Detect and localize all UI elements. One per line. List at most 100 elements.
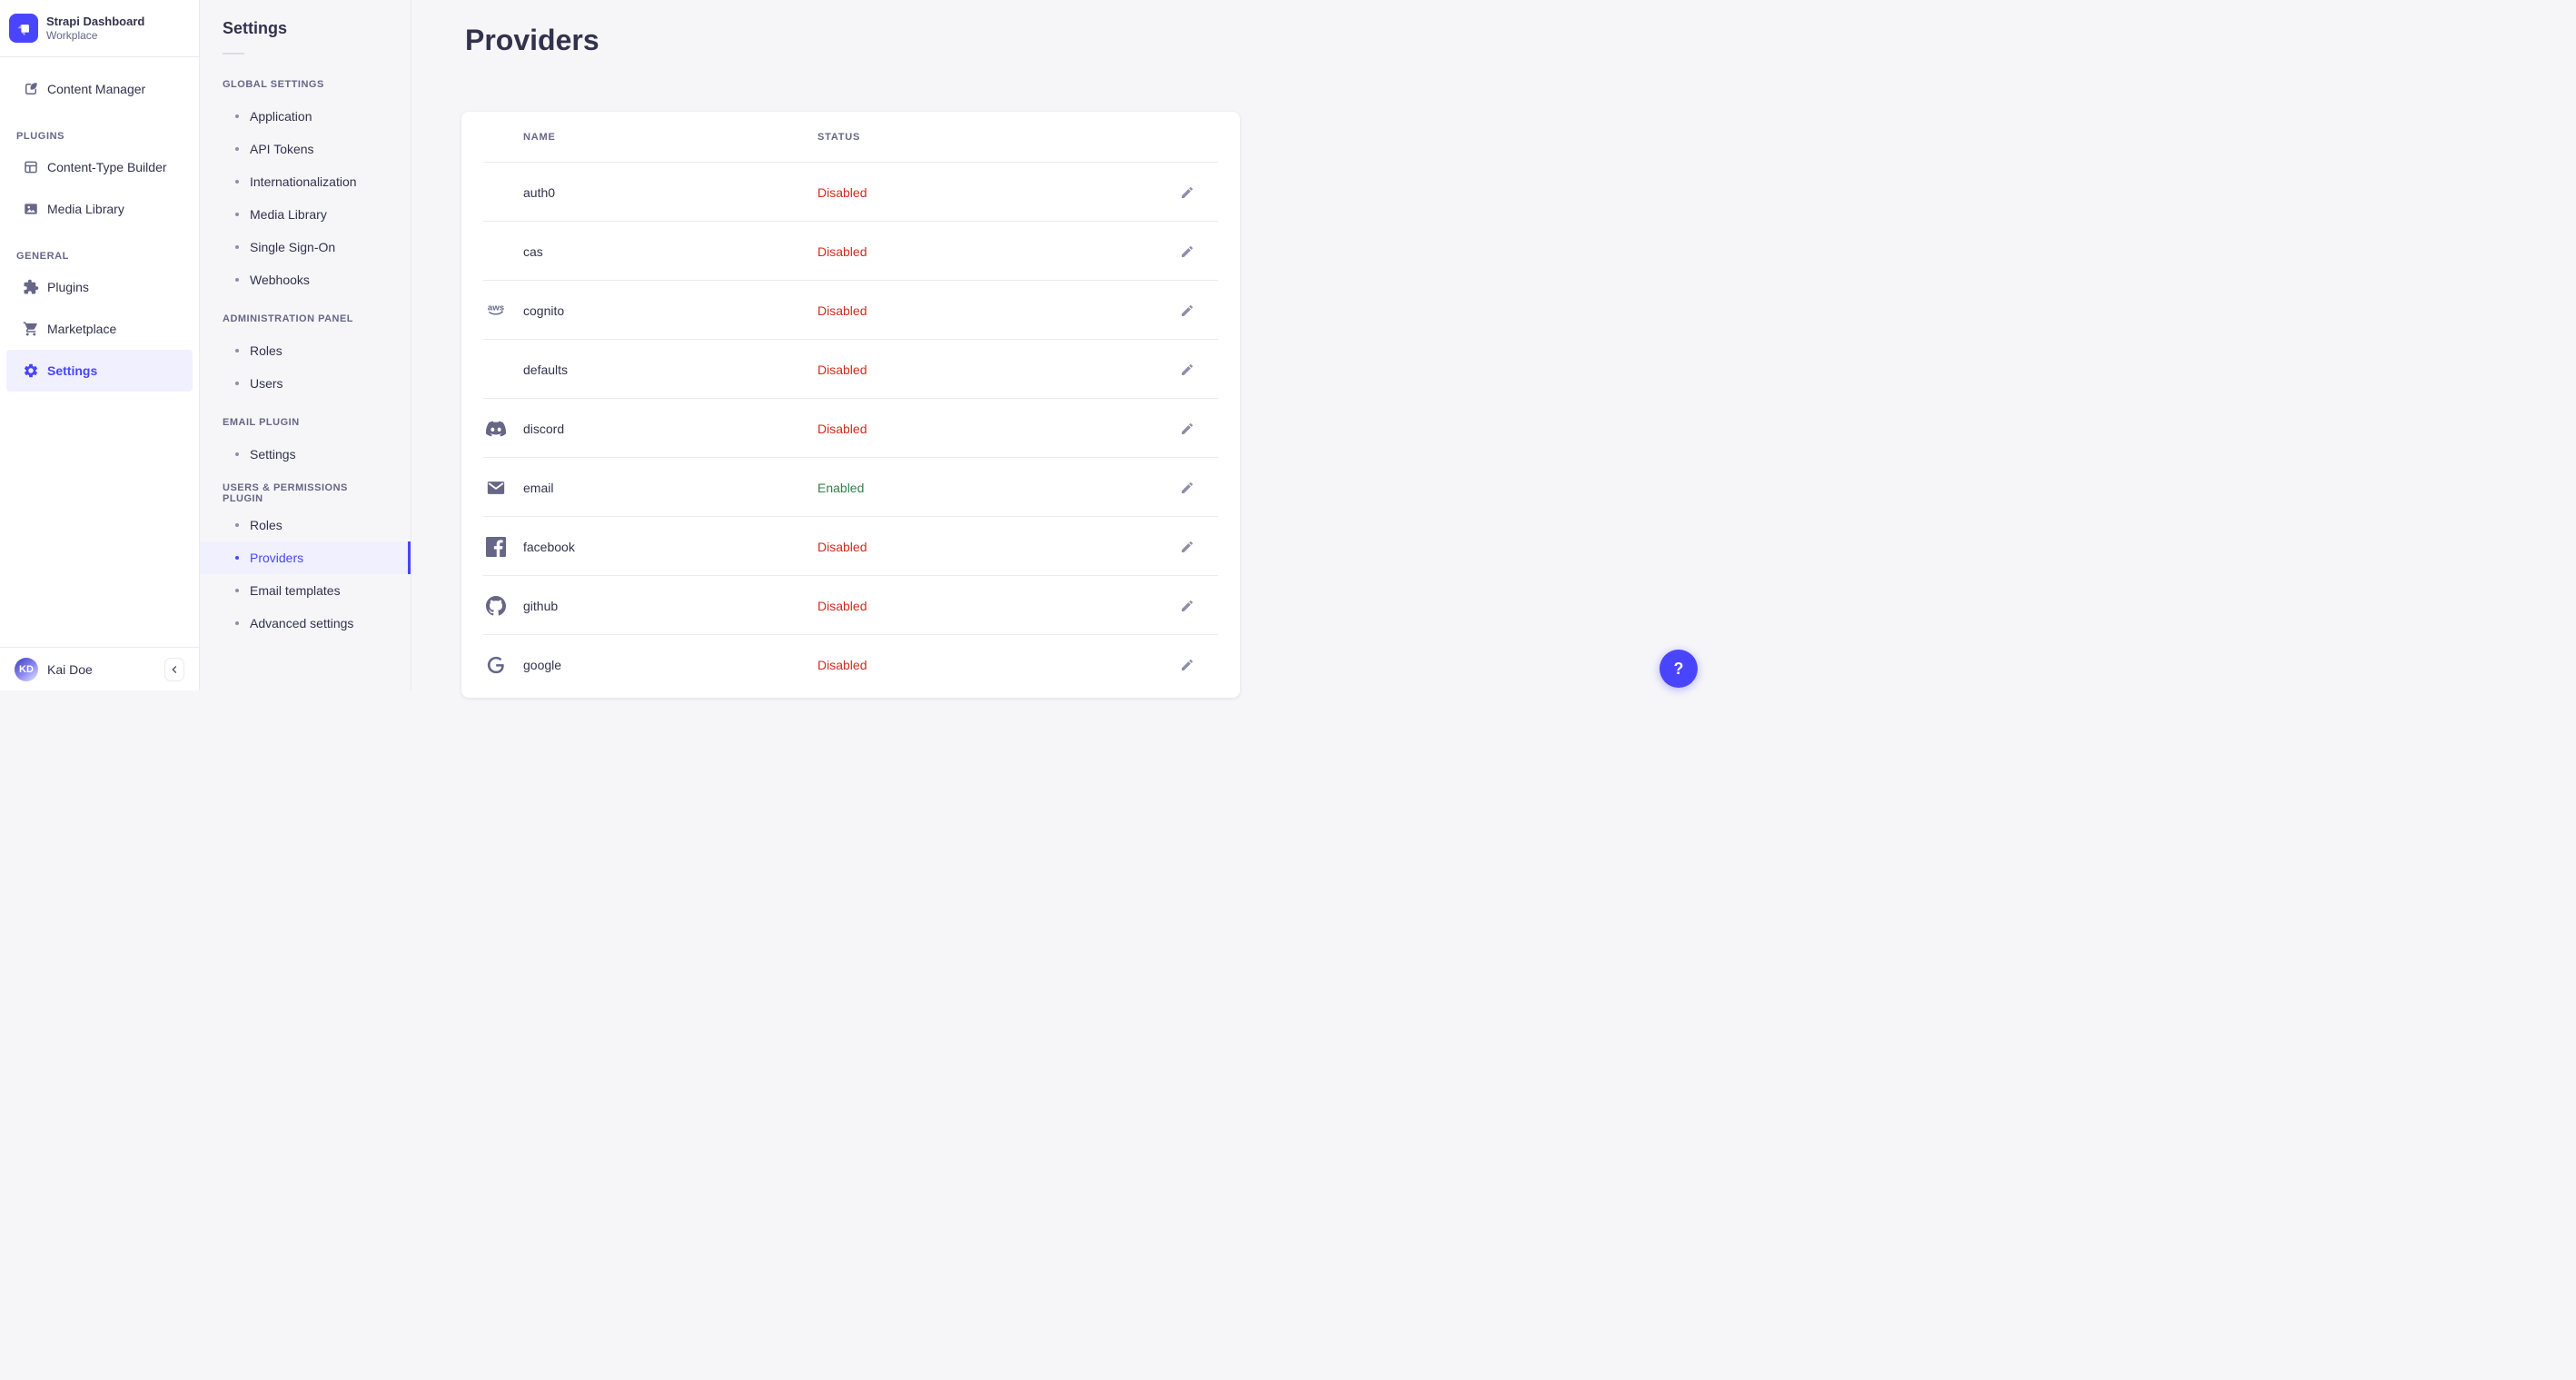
settings-subnav: Settings GLOBAL SETTINGS Application API T… (200, 0, 411, 690)
subnav-items: Roles Users (200, 334, 411, 400)
subnav-item-label: Roles (250, 518, 282, 532)
grid-layout-icon (23, 159, 39, 175)
subnav-section-label: USERS & PERMISSIONS PLUGIN (223, 482, 348, 504)
avatar[interactable]: KD (15, 657, 38, 681)
bullet-icon (235, 213, 239, 216)
svg-text:aws: aws (488, 303, 504, 313)
pencil-icon (1180, 540, 1194, 554)
subnav-item-label: Settings (250, 447, 296, 462)
main-content: Providers NAME STATUS auth0 Disabled cas Di… (411, 0, 1698, 698)
user-row: KD Kai Doe (0, 647, 199, 690)
subnav-items: Settings (200, 438, 411, 471)
google-icon (486, 655, 506, 675)
subnav-item-internationalization[interactable]: Internationalization (200, 165, 411, 198)
edit-provider-button[interactable] (1173, 178, 1202, 207)
provider-name: email (523, 480, 554, 495)
subnav-section-administration-panel: ADMINISTRATION PANEL Roles Users (200, 311, 411, 400)
table-row-defaults[interactable]: defaults Disabled (461, 340, 1240, 399)
gear-icon (23, 362, 39, 379)
picture-icon (23, 201, 39, 217)
provider-status: Disabled (817, 598, 867, 613)
sidebar-item-label: Content-Type Builder (47, 160, 167, 174)
sidebar-section-label-general: GENERAL (16, 251, 69, 262)
table-row-google[interactable]: google Disabled (461, 635, 1240, 694)
subnav-item-application[interactable]: Application (200, 100, 411, 133)
table-row-auth0[interactable]: auth0 Disabled (461, 163, 1240, 222)
sidebar-item-marketplace[interactable]: Marketplace (6, 308, 193, 350)
table-row-facebook[interactable]: facebook Disabled (461, 517, 1240, 576)
pencil-icon (1180, 303, 1194, 318)
pencil-icon (1180, 362, 1194, 377)
pencil-icon (1180, 599, 1194, 613)
sidebar-item-label: Marketplace (47, 322, 117, 336)
sidebar-item-content-type-builder[interactable]: Content-Type Builder (6, 146, 193, 188)
app-title: Strapi Dashboard (46, 14, 145, 28)
subnav-item-single-sign-on[interactable]: Single Sign-On (200, 231, 411, 263)
cart-icon (23, 321, 39, 337)
facebook-icon (486, 536, 506, 557)
subnav-item-media-library[interactable]: Media Library (200, 198, 411, 231)
table-row-email[interactable]: email Enabled (461, 458, 1240, 517)
sidebar-item-plugins[interactable]: Plugins (6, 266, 193, 308)
edit-provider-button[interactable] (1173, 355, 1202, 384)
column-header-name: NAME (523, 132, 556, 143)
table-row-discord[interactable]: discord Disabled (461, 399, 1240, 458)
bullet-icon (235, 556, 239, 560)
subnav-item-webhooks[interactable]: Webhooks (200, 263, 411, 296)
subnav-item-roles[interactable]: Roles (200, 334, 411, 367)
pencil-icon (1180, 244, 1194, 259)
provider-status: Disabled (817, 539, 867, 554)
provider-status: Disabled (817, 303, 867, 318)
help-button[interactable]: ? (1660, 650, 1698, 688)
provider-name: discord (523, 421, 565, 436)
table-row-github[interactable]: github Disabled (461, 576, 1240, 635)
subnav-item-email-templates[interactable]: Email templates (200, 574, 411, 607)
edit-provider-button[interactable] (1173, 473, 1202, 502)
provider-name: google (523, 657, 562, 672)
strapi-logo-icon (9, 14, 38, 43)
subnav-item-advanced-settings[interactable]: Advanced settings (200, 607, 411, 640)
edit-provider-button[interactable] (1173, 591, 1202, 621)
subnav-item-providers[interactable]: Providers (200, 541, 411, 574)
edit-provider-button[interactable] (1173, 650, 1202, 680)
user-name: Kai Doe (47, 661, 93, 677)
sidebar-item-settings[interactable]: Settings (6, 350, 193, 392)
subnav-item-users[interactable]: Users (200, 367, 411, 400)
table-body: auth0 Disabled cas Disabled aws cognito Disabl… (461, 163, 1240, 694)
envelope-icon (486, 478, 506, 498)
edit-provider-button[interactable] (1173, 532, 1202, 561)
subnav-item-roles[interactable]: Roles (200, 509, 411, 541)
table-row-cognito[interactable]: aws cognito Disabled (461, 281, 1240, 340)
pencil-icon (1180, 658, 1194, 672)
provider-icon-slot (486, 360, 506, 380)
bullet-icon (235, 114, 239, 118)
collapse-sidebar-button[interactable] (164, 657, 184, 681)
provider-name: facebook (523, 539, 575, 554)
pencil-icon (1180, 481, 1194, 495)
subnav-items: Roles Providers Email templates Advanced se… (200, 509, 411, 640)
bullet-icon (235, 589, 239, 592)
subnav-section-users-permissions-plugin: USERS & PERMISSIONS PLUGIN Roles Providers… (200, 482, 411, 640)
edit-provider-button[interactable] (1173, 296, 1202, 325)
subnav-item-settings[interactable]: Settings (200, 438, 411, 471)
subnav-item-label: Media Library (250, 207, 327, 222)
subnav-item-api-tokens[interactable]: API Tokens (200, 133, 411, 165)
bullet-icon (235, 278, 239, 282)
subnav-section-label: EMAIL PLUGIN (223, 417, 300, 428)
bullet-icon (235, 382, 239, 385)
provider-name: cas (523, 243, 543, 259)
sidebar-item-label: Settings (47, 363, 98, 378)
edit-provider-button[interactable] (1173, 414, 1202, 443)
workspace-header[interactable]: Strapi Dashboard Workplace (0, 0, 199, 57)
provider-status: Disabled (817, 657, 867, 672)
table-row-cas[interactable]: cas Disabled (461, 222, 1240, 281)
sidebar-item-media-library[interactable]: Media Library (6, 188, 193, 230)
subnav-item-label: Single Sign-On (250, 240, 336, 254)
sidebar-item-label: Media Library (47, 202, 124, 216)
edit-provider-button[interactable] (1173, 237, 1202, 266)
subnav-section-label: ADMINISTRATION PANEL (223, 313, 354, 324)
bullet-icon (235, 621, 239, 625)
sidebar-item-content-manager[interactable]: Content Manager (6, 68, 193, 110)
subnav-item-label: Application (250, 109, 312, 124)
subnav-section-global-settings: GLOBAL SETTINGS Application API Tokens Inte… (200, 76, 411, 296)
